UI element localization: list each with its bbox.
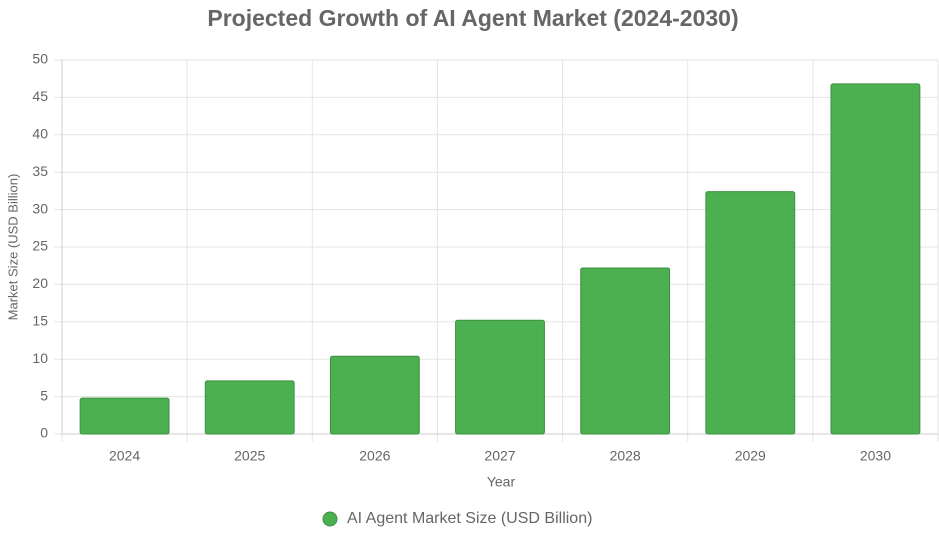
bar [455, 319, 545, 435]
y-tick-label: 0 [40, 425, 48, 441]
y-tick-label: 20 [32, 275, 48, 291]
legend-marker [322, 511, 338, 527]
y-tick-label: 15 [32, 313, 48, 329]
y-axis-label: Market Size (USD Billion) [5, 174, 20, 321]
x-tick-label: 2029 [735, 448, 766, 464]
y-tick-label: 25 [32, 238, 48, 254]
legend-label: AI Agent Market Size (USD Billion) [347, 510, 592, 527]
y-tick-label: 40 [32, 126, 48, 142]
bar [204, 380, 295, 435]
y-tick-label: 10 [32, 350, 48, 366]
chart-title: Projected Growth of AI Agent Market (202… [207, 5, 738, 31]
y-tick-label: 50 [32, 51, 48, 67]
x-tick-label: 2028 [610, 448, 641, 464]
x-tick-label: 2026 [359, 448, 390, 464]
x-tick-label: 2024 [109, 448, 140, 464]
x-tick-label: 2025 [234, 448, 265, 464]
y-tick-label: 30 [32, 200, 48, 216]
bar [329, 355, 420, 435]
y-tick-label: 5 [40, 387, 48, 403]
x-axis-label: Year [487, 474, 516, 490]
bar [580, 267, 671, 435]
y-tick-label: 35 [32, 163, 48, 179]
bar [79, 397, 170, 435]
bar [705, 191, 796, 435]
x-tick-label: 2030 [860, 448, 891, 464]
x-tick-label: 2027 [484, 448, 515, 464]
bar [830, 83, 921, 435]
y-tick-label: 45 [32, 88, 48, 104]
